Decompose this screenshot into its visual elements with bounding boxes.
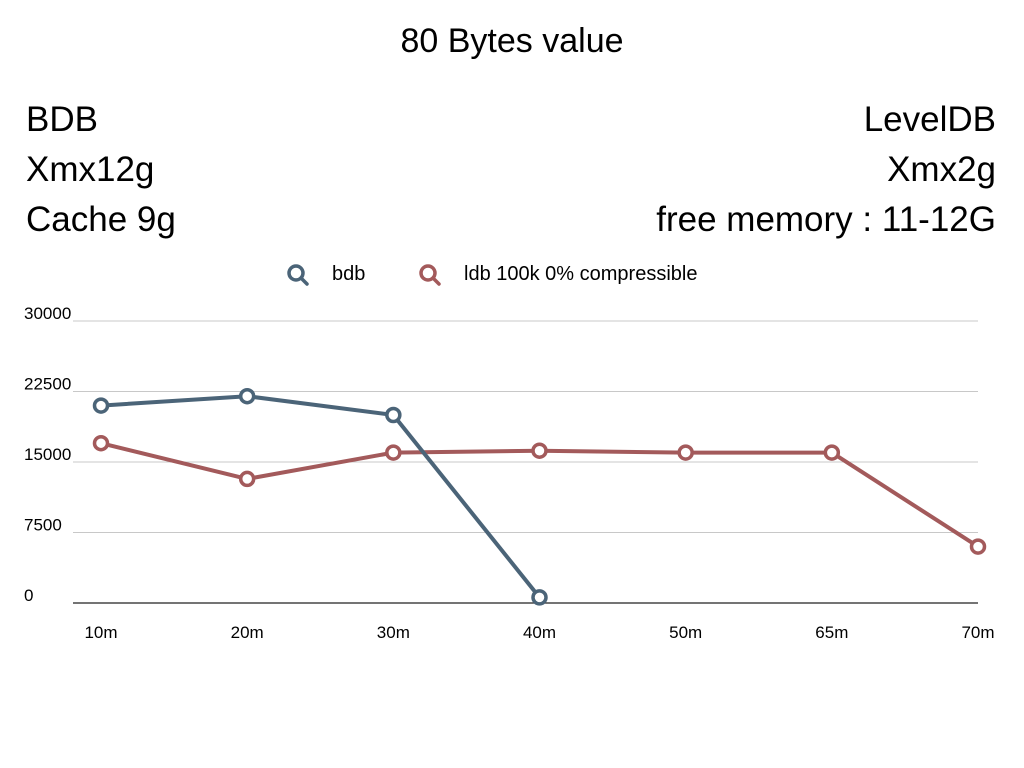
slide-title: 80 Bytes value (400, 22, 624, 60)
leveldb-config-line: LevelDB (863, 100, 996, 139)
data-point-1 (385, 444, 402, 461)
leveldb-config-block: LevelDB Xmx2g free memory : 11-12G (656, 95, 996, 245)
y-tick-label: 0 (24, 586, 33, 605)
data-point-0 (531, 589, 548, 606)
x-tick-label: 20m (231, 623, 264, 642)
bdb-config-block: BDB Xmx12g Cache 9g (26, 95, 176, 245)
leveldb-config-line: free memory : 11-12G (656, 200, 996, 239)
legend-marker-1 (419, 264, 437, 282)
data-point-1 (531, 442, 548, 459)
y-tick-label: 15000 (24, 445, 71, 464)
bdb-config-line: Xmx12g (26, 150, 155, 189)
x-tick-label: 50m (669, 623, 702, 642)
data-point-0 (92, 397, 110, 414)
legend-marker-tail-1 (431, 276, 441, 286)
x-tick-label: 10m (84, 623, 117, 642)
legend-marker-tail-0 (299, 276, 309, 286)
y-tick-label: 22500 (24, 375, 71, 394)
data-point-1 (823, 444, 841, 461)
data-point-1 (238, 470, 256, 488)
data-point-1 (677, 444, 694, 461)
legend-marker-0 (287, 264, 305, 282)
y-tick-label: 7500 (24, 516, 62, 535)
data-point-1 (969, 538, 987, 555)
x-tick-label: 40m (523, 623, 556, 642)
data-point-1 (92, 434, 110, 452)
data-point-0 (238, 387, 256, 405)
bdb-config-line: BDB (26, 100, 98, 139)
legend-label-1: ldb 100k 0% compressible (464, 263, 697, 285)
x-tick-label: 65m (815, 623, 848, 642)
legend-label-0: bdb (332, 263, 365, 285)
bdb-config-line: Cache 9g (26, 200, 176, 239)
x-tick-label: 70m (961, 623, 994, 642)
data-point-0 (385, 406, 402, 424)
x-tick-label: 30m (377, 623, 410, 642)
series-line-0 (99, 394, 542, 600)
leveldb-config-line: Xmx2g (887, 150, 996, 189)
y-tick-label: 30000 (24, 304, 71, 323)
